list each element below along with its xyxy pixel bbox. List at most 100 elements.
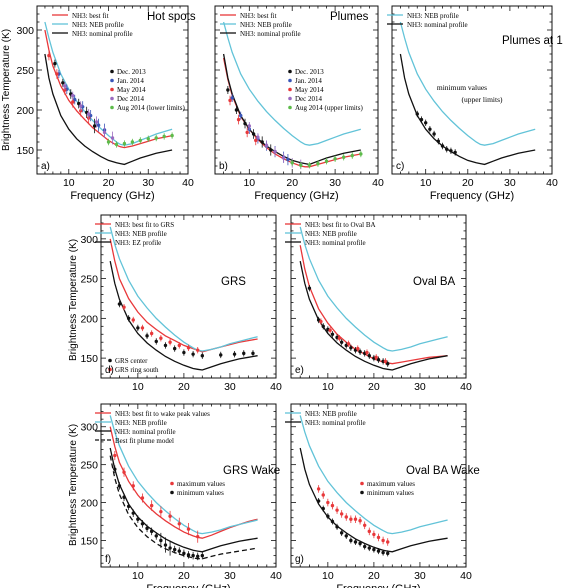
x-tick-label: 40 xyxy=(372,177,384,189)
points-legend-label: minimum values xyxy=(367,489,414,497)
data-point xyxy=(321,506,325,511)
data-point xyxy=(168,546,172,550)
x-tick-label: 40 xyxy=(182,177,194,189)
data-point xyxy=(432,132,436,136)
data-point xyxy=(77,101,81,106)
data-point xyxy=(242,351,246,356)
data-point xyxy=(113,453,117,458)
panel-f: 10 20 30 40 150 200 250 300 Frequency (GHz) NH3: … xyxy=(80,403,282,588)
legend-marker xyxy=(110,105,114,110)
x-tick-label: 40 xyxy=(270,381,282,393)
data-point xyxy=(386,540,390,544)
data-point xyxy=(328,328,332,332)
data-point xyxy=(182,350,186,355)
panel-label: e) xyxy=(295,365,304,376)
x-axis-label: Frequency (GHz) xyxy=(430,190,514,202)
data-point xyxy=(131,318,135,322)
panel-a: 10 20 30 40 150 200 250 300 Frequency (GHz) NH3: … xyxy=(16,5,196,202)
series-line-2 xyxy=(44,53,173,166)
data-point xyxy=(349,346,353,350)
x-tick-label: 40 xyxy=(460,570,472,582)
data-point xyxy=(145,526,149,531)
panel-label: b) xyxy=(219,161,228,172)
legend-marker xyxy=(288,69,292,74)
y-tick-label: 150 xyxy=(80,535,98,547)
data-point xyxy=(170,133,174,138)
series-line-1 xyxy=(399,53,536,166)
data-point xyxy=(154,534,158,538)
data-point xyxy=(53,61,57,66)
data-point xyxy=(196,348,200,352)
series-line-0 xyxy=(399,21,536,146)
x-tick-label: 40 xyxy=(546,177,558,189)
x-tick-label: 20 xyxy=(462,177,474,189)
data-point xyxy=(71,100,75,104)
data-point xyxy=(453,150,457,155)
legend-marker xyxy=(288,105,292,110)
panel-c: 10 20 30 40 Frequency (GHz) NH3: NEB profileN… xyxy=(387,5,563,202)
data-point xyxy=(344,515,348,519)
data-point xyxy=(172,346,177,351)
x-axis-label: Frequency (GHz) xyxy=(254,190,338,202)
data-point xyxy=(177,522,181,526)
data-point xyxy=(186,346,191,350)
data-point xyxy=(106,140,111,144)
x-tick-label: 20 xyxy=(103,177,115,189)
data-point xyxy=(326,500,330,505)
data-point xyxy=(299,163,303,167)
data-point xyxy=(110,136,115,140)
data-point xyxy=(251,132,256,136)
series-line-0 xyxy=(299,245,448,365)
data-point xyxy=(321,324,325,329)
data-point xyxy=(92,124,97,128)
data-point xyxy=(140,522,145,526)
data-point xyxy=(269,148,273,152)
x-tick-label: 10 xyxy=(243,177,255,189)
data-point xyxy=(186,553,191,557)
series-line-0 xyxy=(109,238,258,353)
data-point xyxy=(365,350,369,355)
data-point xyxy=(145,334,149,338)
data-point xyxy=(159,509,163,514)
data-point xyxy=(367,546,371,550)
panel-label: c) xyxy=(396,161,404,172)
data-point xyxy=(381,550,385,555)
data-point xyxy=(386,361,390,366)
series-line-1 xyxy=(109,415,258,535)
data-point xyxy=(330,332,335,336)
plot-frame xyxy=(214,5,379,175)
data-point xyxy=(307,286,312,290)
data-point xyxy=(372,547,376,552)
data-point xyxy=(196,534,200,539)
data-point xyxy=(149,331,154,336)
data-point xyxy=(186,527,191,531)
legend-label: Best fit plume model xyxy=(115,437,174,445)
legend-marker xyxy=(288,87,292,92)
data-point xyxy=(236,117,241,122)
y-tick-label: 200 xyxy=(80,313,98,325)
data-point xyxy=(172,547,177,552)
data-point xyxy=(374,355,378,360)
data-point xyxy=(122,470,126,474)
data-point xyxy=(330,503,335,508)
data-point xyxy=(367,354,371,358)
data-point xyxy=(232,352,237,356)
data-point xyxy=(286,157,290,162)
x-tick-label: 10 xyxy=(132,381,144,393)
data-point xyxy=(243,121,247,126)
data-point xyxy=(319,319,323,324)
y-tick-label: 200 xyxy=(80,498,98,510)
data-point xyxy=(239,113,243,118)
data-point xyxy=(149,503,154,508)
legend-label: NH3: best fit xyxy=(240,12,277,20)
points-legend-label: Aug 2014 (lower limits) xyxy=(117,104,186,112)
y-tick-label: 150 xyxy=(80,353,98,365)
plot-frame xyxy=(36,5,189,175)
legend-label: NH3: NEB profile xyxy=(305,410,357,418)
panel-title: Plumes at 19 S. xyxy=(502,35,563,47)
data-point xyxy=(251,351,255,356)
legend-marker xyxy=(288,78,292,83)
data-point xyxy=(356,346,360,351)
data-point xyxy=(200,354,205,358)
